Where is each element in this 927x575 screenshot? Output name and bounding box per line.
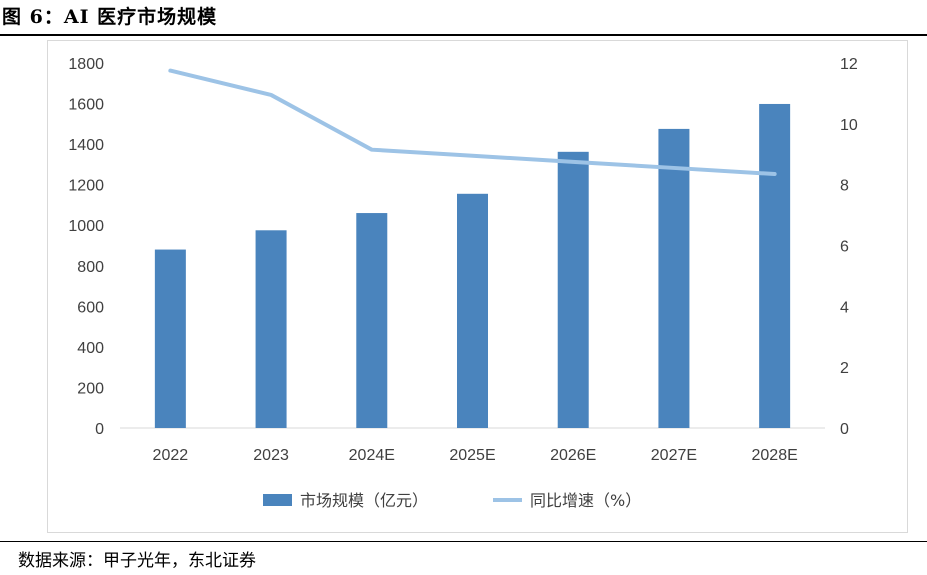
x-tick-label: 2026E: [550, 447, 596, 464]
growth-point-2023: [270, 94, 272, 96]
x-tick-label: 2025E: [449, 447, 495, 464]
left-tick-label: 1800: [68, 56, 104, 73]
figure-title: 图 6：AI 医疗市场规模: [2, 6, 218, 28]
x-tick-label: 2028E: [752, 447, 798, 464]
legend-label-line: 同比增速（%）: [530, 491, 641, 510]
title-rule: [0, 34, 927, 36]
growth-point-2026E: [572, 161, 574, 163]
right-tick-label: 4: [840, 299, 849, 316]
line-series-layer: [168, 68, 777, 177]
left-tick-label: 200: [77, 380, 104, 397]
left-tick-label: 1000: [68, 218, 104, 235]
growth-point-2024E: [371, 149, 373, 151]
x-tick-label: 2024E: [349, 447, 395, 464]
x-tick-label: 2022: [153, 447, 189, 464]
right-tick-label: 2: [840, 360, 849, 377]
source-rule: [0, 541, 927, 542]
bar-2023: [255, 230, 287, 428]
chart-frame: [47, 40, 908, 533]
left-tick-label: 0: [95, 421, 104, 438]
left-tick-label: 800: [77, 259, 104, 276]
growth-point-2025E: [472, 155, 473, 157]
legend-label-bar: 市场规模（亿元）: [300, 491, 428, 510]
right-tick-label: 12: [840, 56, 858, 73]
left-tick-label: 600: [77, 299, 104, 316]
bar-2027E: [658, 128, 690, 428]
legend: 市场规模（亿元） 同比增速（%）: [263, 491, 641, 510]
left-tick-label: 1600: [68, 97, 104, 114]
right-axis: 0 2 4 6 8 10 12: [840, 56, 858, 438]
bar-2025E: [457, 193, 488, 428]
growth-point-2027E: [673, 167, 675, 169]
growth-point-2022: [169, 70, 171, 72]
x-axis-labels: 2022 2023 2024E 2025E 2026E 2027E 2028E: [153, 447, 798, 464]
legend-swatch-bar: [263, 494, 292, 506]
x-tick-label: 2023: [253, 447, 289, 464]
right-tick-label: 6: [840, 239, 849, 256]
left-tick-label: 400: [77, 340, 104, 357]
left-tick-label: 1400: [68, 137, 104, 154]
growth-point-2028E: [774, 173, 776, 175]
bar-2028E: [759, 103, 791, 428]
bar-2022: [154, 249, 186, 428]
left-axis: 0 200 400 600 800 1000 1200 1400 1600 1800: [68, 56, 104, 438]
right-tick-label: 10: [840, 117, 858, 134]
bar-2026E: [557, 151, 589, 429]
x-tick-label: 2027E: [651, 447, 697, 464]
bar-2024E: [356, 213, 388, 428]
bars: [154, 103, 791, 429]
source-note: 数据来源：甲子光年，东北证券: [18, 551, 256, 571]
right-tick-label: 0: [840, 421, 849, 438]
left-tick-label: 1200: [68, 178, 104, 195]
right-tick-label: 8: [840, 178, 849, 195]
